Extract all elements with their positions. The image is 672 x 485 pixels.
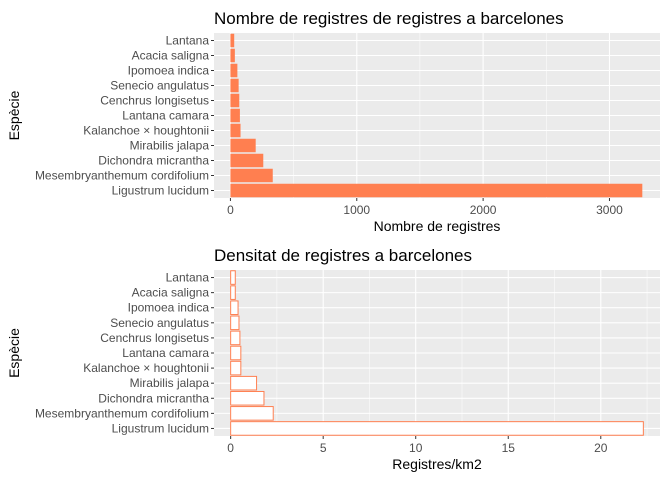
y-tick-label: Lantana [166, 271, 210, 285]
y-tick-label: Ligustrum lucidum [112, 421, 209, 435]
bar [230, 153, 264, 168]
chart-title: Nombre de registres de registres a barce… [214, 9, 564, 28]
y-tick-label: Mesembryanthemum cordifolium [35, 169, 209, 183]
y-tick-label: Mesembryanthemum cordifolium [35, 406, 209, 420]
y-tick-label: Dichondra micrantha [98, 154, 209, 168]
bar [230, 300, 239, 316]
bar [230, 63, 238, 78]
x-tick-label: 20 [594, 441, 608, 455]
bar [230, 48, 235, 63]
bar [230, 33, 235, 48]
y-tick-label: Dichondra micrantha [98, 391, 209, 405]
bar [230, 78, 239, 93]
chart-title: Densitat de registres a barcelones [214, 246, 472, 265]
bar [230, 390, 265, 406]
bar [230, 360, 242, 376]
x-axis-title: Registres/km2 [392, 456, 482, 472]
y-tick-label: Acacia saligna [132, 49, 210, 63]
y-tick-label: Kalanchoe × houghtonii [83, 124, 209, 138]
x-tick-label: 3000 [596, 203, 623, 217]
bar [230, 270, 236, 285]
bar [230, 183, 643, 198]
y-tick-label: Ligustrum lucidum [112, 184, 209, 198]
y-tick-label: Senecio angulatus [110, 79, 209, 93]
bar [230, 168, 273, 183]
y-axis-title: Espècie [6, 328, 22, 378]
y-tick-label: Acacia saligna [132, 286, 210, 300]
bar [230, 375, 258, 391]
y-tick-label: Mirabilis jalapa [130, 139, 210, 153]
y-tick-label: Mirabilis jalapa [130, 376, 210, 390]
y-tick-label: Cenchrus longisetus [100, 94, 209, 108]
x-tick-label: 2000 [470, 203, 497, 217]
x-axis-title: Nombre de registres [374, 218, 501, 234]
x-tick-label: 0 [227, 203, 234, 217]
y-tick-label: Lantana [166, 34, 210, 48]
x-tick-label: 1000 [343, 203, 370, 217]
bar [230, 138, 256, 153]
y-tick-label: Lantana camara [122, 109, 209, 123]
y-tick-label: Kalanchoe × houghtonii [83, 361, 209, 375]
y-tick-label: Senecio angulatus [110, 316, 209, 330]
bar [230, 421, 644, 436]
bar [230, 330, 241, 346]
bar [230, 315, 240, 331]
x-tick-label: 0 [227, 441, 234, 455]
bar [230, 345, 242, 361]
bar [230, 285, 236, 300]
bar [230, 406, 274, 421]
x-tick-label: 15 [502, 441, 516, 455]
y-tick-label: Ipomoea indica [128, 64, 210, 78]
x-tick-label: 10 [409, 441, 423, 455]
y-tick-label: Cenchrus longisetus [100, 331, 209, 345]
bar [230, 108, 240, 123]
bar [230, 93, 240, 108]
bar [230, 123, 241, 138]
y-tick-label: Lantana camara [122, 346, 209, 360]
x-tick-label: 5 [320, 441, 327, 455]
y-tick-label: Ipomoea indica [128, 301, 210, 315]
y-axis-title: Espècie [6, 90, 22, 140]
